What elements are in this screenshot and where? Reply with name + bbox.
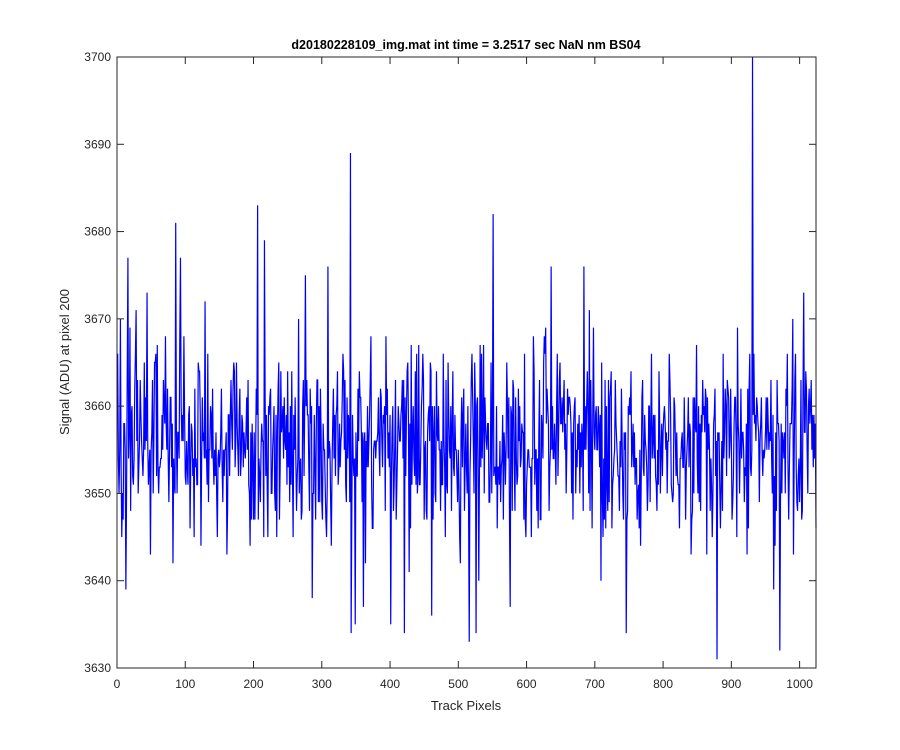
x-tick-label: 500	[448, 677, 468, 691]
x-tick-label: 400	[380, 677, 400, 691]
y-tick-label: 3660	[84, 399, 111, 413]
x-tick-label: 900	[721, 677, 741, 691]
x-tick-label: 300	[312, 677, 332, 691]
axes-box	[116, 56, 817, 669]
series-line	[117, 56, 817, 660]
y-tick-label: 3700	[84, 50, 111, 64]
axes-background	[117, 57, 816, 668]
x-axis-label: Track Pixels	[431, 698, 502, 713]
x-axis: 0 100 200 300 400 500 600 700 800 900 1000	[114, 57, 813, 691]
y-tick-label: 3630	[84, 661, 111, 675]
x-tick-label: 0	[114, 677, 121, 691]
x-tick-label: 600	[517, 677, 537, 691]
x-tick-label: 100	[175, 677, 195, 691]
chart-title: d20180228109_img.mat int time = 3.2517 s…	[291, 38, 640, 52]
x-tick-label: 800	[653, 677, 673, 691]
y-tick-label: 3680	[84, 225, 111, 239]
x-tick-label: 1000	[786, 677, 813, 691]
y-axis-label: Signal (ADU) at pixel 200	[57, 289, 72, 435]
x-tick-label: 200	[244, 677, 264, 691]
y-tick-label: 3670	[84, 312, 111, 326]
x-tick-label: 700	[585, 677, 605, 691]
y-tick-label: 3690	[84, 137, 111, 151]
y-tick-label: 3650	[84, 486, 111, 500]
y-axis: 3630 3640 3650 3660 3670 3680 3690 3700	[84, 50, 816, 675]
y-tick-label: 3640	[84, 574, 111, 588]
plot-area	[117, 57, 816, 668]
